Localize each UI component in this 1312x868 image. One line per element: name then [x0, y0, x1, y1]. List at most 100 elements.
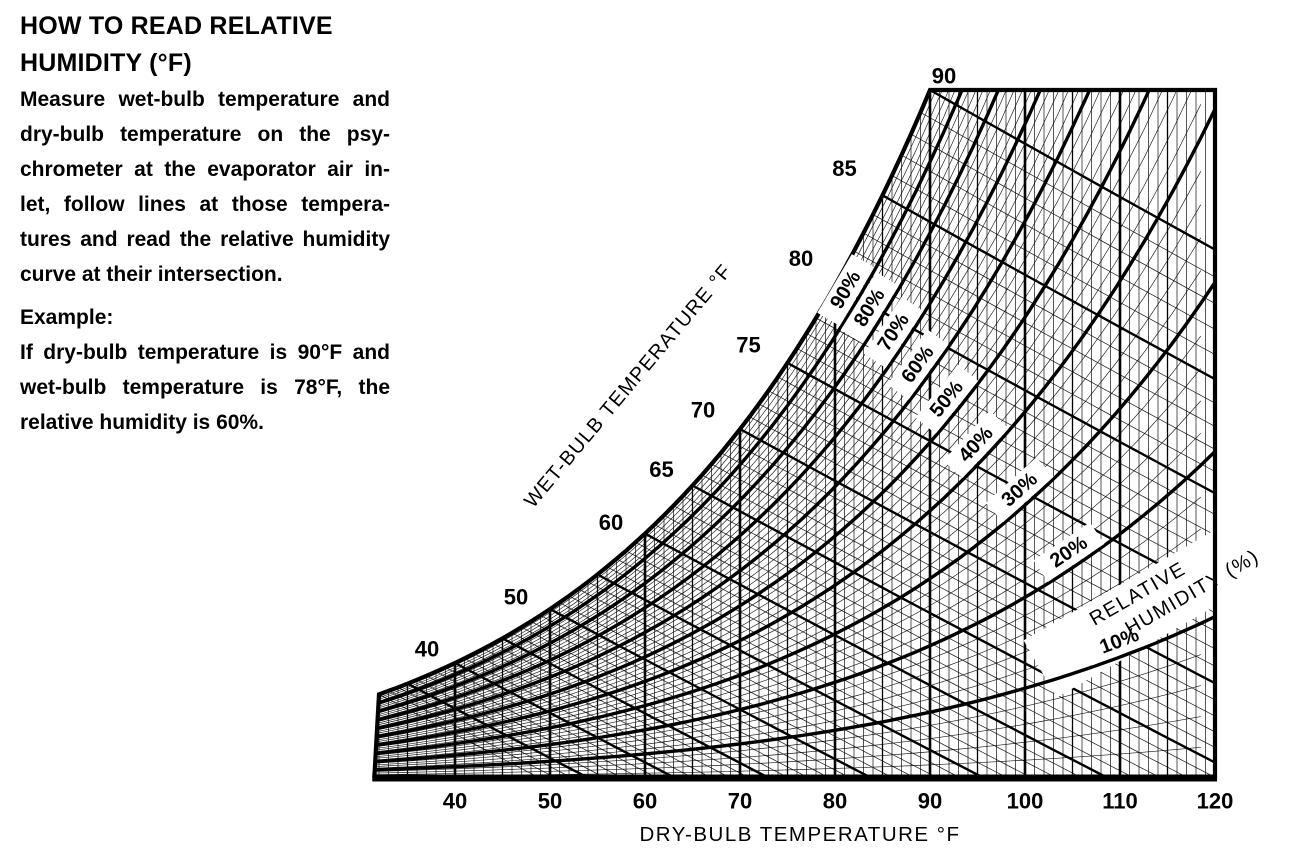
rh-minor-curve — [374, 368, 1202, 758]
rh-minor-curve — [374, 90, 1202, 704]
rh-minor-curve — [374, 685, 1201, 774]
instruction-line: dry-bulb temperature on the psy- — [20, 123, 390, 146]
wet-bulb-minor-line — [891, 175, 1215, 366]
rh-minor-curves — [374, 90, 1202, 777]
rh-curve-20 — [374, 450, 1215, 764]
x-tick-70: 70 — [728, 789, 752, 814]
rh-minor-curve — [374, 104, 1202, 745]
rh-label-band — [915, 364, 979, 434]
wet-bulb-tick-50: 50 — [504, 585, 528, 610]
rh-minor-curve — [374, 496, 1202, 764]
wet-bulb-minor-line — [587, 581, 1064, 778]
rh-minor-curve — [374, 90, 1202, 740]
rh-minor-curve — [374, 716, 1201, 776]
rh-curve-40 — [374, 108, 1215, 747]
rh-curve-10 — [374, 615, 1215, 772]
rh-minor-curve — [374, 90, 1202, 707]
wet-bulb-minor-line — [711, 463, 1215, 738]
rh-curves — [374, 90, 1215, 772]
wet-bulb-tick-75: 75 — [736, 332, 760, 357]
rh-minor-curve — [374, 90, 1202, 717]
rh-label-band — [817, 254, 875, 326]
instruction-line: let, follow lines at those tempera- — [20, 193, 390, 216]
wet-bulb-minor-line — [464, 658, 788, 778]
chart-grid — [374, 90, 1215, 778]
rh-label-band — [864, 296, 924, 368]
wet-bulb-minor-line — [606, 566, 1102, 778]
instruction-line: tures and read the relative humidity — [20, 228, 390, 251]
rh-minor-curve — [374, 90, 1202, 720]
rh-minor-curve — [374, 90, 1202, 741]
rh-curve-90 — [374, 90, 1215, 706]
instruction-line: chrometer at the evaporator air in- — [20, 158, 390, 181]
rh-curve-30 — [374, 281, 1215, 756]
rh-curve-50 — [374, 90, 1215, 739]
wet-bulb-tick-70: 70 — [691, 398, 715, 423]
rh-minor-curve — [374, 90, 1202, 712]
rh-minor-curve — [374, 90, 1202, 728]
x-tick-100: 100 — [1007, 789, 1044, 814]
wet-bulb-minor-line — [682, 495, 1215, 778]
wet-bulb-minor-line — [920, 112, 1215, 283]
wet-bulb-tick-65: 65 — [649, 457, 673, 482]
wet-bulb-line-70 — [739, 428, 1215, 695]
rh-label-band — [1033, 522, 1105, 582]
instruction-line: curve at their intersection. — [20, 263, 283, 286]
instruction-line: Measure wet-bulb temperature and — [20, 88, 390, 111]
rh-minor-curve — [374, 270, 1202, 753]
rh-minor-curve — [374, 90, 1202, 710]
x-tick-40: 40 — [443, 789, 467, 814]
rh-label-band — [943, 410, 1009, 479]
rh-minor-curve — [374, 90, 1202, 723]
wet-bulb-tick-40: 40 — [415, 637, 439, 662]
wet-bulb-tick-85: 85 — [832, 156, 856, 181]
rh-minor-curve — [374, 90, 1202, 725]
instructions-panel: HOW TO READ RELATIVE HUMIDITY (°F) Measu… — [20, 8, 390, 440]
example-line: relative humidity is 60%. — [20, 411, 264, 434]
wet-bulb-minor-line — [483, 648, 826, 778]
wet-bulb-minor-line — [796, 348, 1215, 586]
x-axis-tick-labels: 40 50 60 70 80 90 100 110 120 — [443, 789, 1234, 814]
wet-bulb-line-90 — [929, 90, 1215, 262]
rh-minor-curve — [374, 90, 1202, 702]
wet-bulb-line-55 — [596, 573, 1074, 778]
rh-label-10: 10% — [1082, 617, 1156, 666]
rh-minor-curve — [374, 654, 1201, 772]
rh-label-band — [1082, 617, 1156, 666]
wet-bulb-minor-line — [559, 602, 997, 778]
wet-bulb-tick-80: 80 — [789, 246, 813, 271]
x-tick-90: 90 — [918, 789, 942, 814]
rh-minor-curve — [374, 90, 1202, 727]
wet-bulb-minor-line — [578, 588, 1035, 778]
wet-bulb-minor-line — [701, 474, 1215, 758]
example-line: wet-bulb temperature is 78°F, the — [20, 376, 390, 399]
wet-bulb-tick-90: 90 — [932, 64, 956, 89]
page-title-line-2: HUMIDITY (°F) — [20, 49, 192, 77]
wet-bulb-minor-line — [673, 505, 1215, 778]
wet-bulb-minor-line — [635, 541, 1187, 778]
rh-minor-curve — [374, 237, 1202, 751]
example-heading: Example: — [20, 306, 114, 329]
example-line: If dry-bulb temperature is 90°F and — [20, 341, 390, 364]
rh-label-band — [985, 457, 1054, 523]
x-tick-110: 110 — [1102, 789, 1138, 814]
rh-minor-curve — [374, 528, 1201, 766]
rh-minor-curve — [374, 90, 1202, 699]
rh-minor-curve — [374, 335, 1202, 756]
wet-bulb-minor-line — [730, 440, 1215, 706]
wet-bulb-line-65 — [691, 484, 1215, 769]
wet-bulb-tick-labels: 40 50 60 65 70 75 80 85 — [415, 156, 857, 662]
rh-minor-curve — [374, 90, 1202, 731]
rh-minor-curve — [374, 90, 1202, 736]
wet-bulb-minor-line — [720, 452, 1215, 727]
rh-label-band — [840, 272, 899, 344]
wet-bulb-minor-line — [616, 558, 1130, 778]
wet-bulb-line-85 — [881, 194, 1215, 386]
rh-curve-60 — [374, 90, 1215, 731]
x-tick-60: 60 — [633, 789, 657, 814]
rh-curve-80 — [374, 90, 1215, 715]
wet-bulb-minor-line — [663, 514, 1215, 778]
wet-bulb-minor-line — [853, 250, 1215, 460]
